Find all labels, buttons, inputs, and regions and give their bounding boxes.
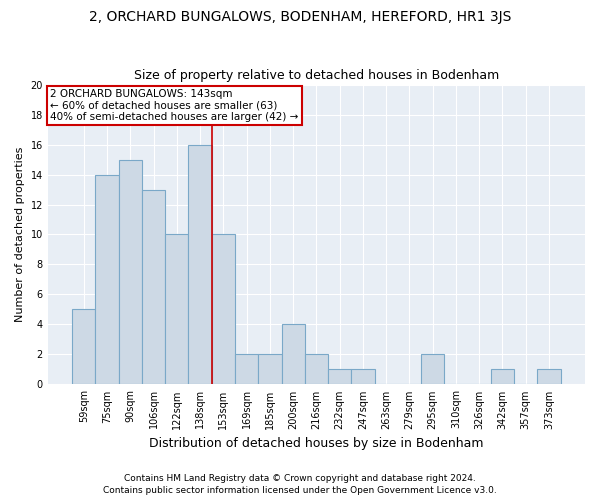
Bar bbox=[328, 370, 351, 384]
X-axis label: Distribution of detached houses by size in Bodenham: Distribution of detached houses by size … bbox=[149, 437, 484, 450]
Bar bbox=[72, 310, 95, 384]
Bar bbox=[421, 354, 445, 384]
Bar bbox=[235, 354, 258, 384]
Text: Contains HM Land Registry data © Crown copyright and database right 2024.
Contai: Contains HM Land Registry data © Crown c… bbox=[103, 474, 497, 495]
Y-axis label: Number of detached properties: Number of detached properties bbox=[15, 147, 25, 322]
Bar bbox=[281, 324, 305, 384]
Bar bbox=[95, 174, 119, 384]
Bar bbox=[351, 370, 374, 384]
Bar bbox=[538, 370, 560, 384]
Bar bbox=[142, 190, 165, 384]
Text: 2 ORCHARD BUNGALOWS: 143sqm
← 60% of detached houses are smaller (63)
40% of sem: 2 ORCHARD BUNGALOWS: 143sqm ← 60% of det… bbox=[50, 89, 299, 122]
Text: 2, ORCHARD BUNGALOWS, BODENHAM, HEREFORD, HR1 3JS: 2, ORCHARD BUNGALOWS, BODENHAM, HEREFORD… bbox=[89, 10, 511, 24]
Bar bbox=[212, 234, 235, 384]
Title: Size of property relative to detached houses in Bodenham: Size of property relative to detached ho… bbox=[134, 69, 499, 82]
Bar bbox=[305, 354, 328, 384]
Bar bbox=[491, 370, 514, 384]
Bar bbox=[188, 144, 212, 384]
Bar bbox=[165, 234, 188, 384]
Bar bbox=[119, 160, 142, 384]
Bar bbox=[258, 354, 281, 384]
